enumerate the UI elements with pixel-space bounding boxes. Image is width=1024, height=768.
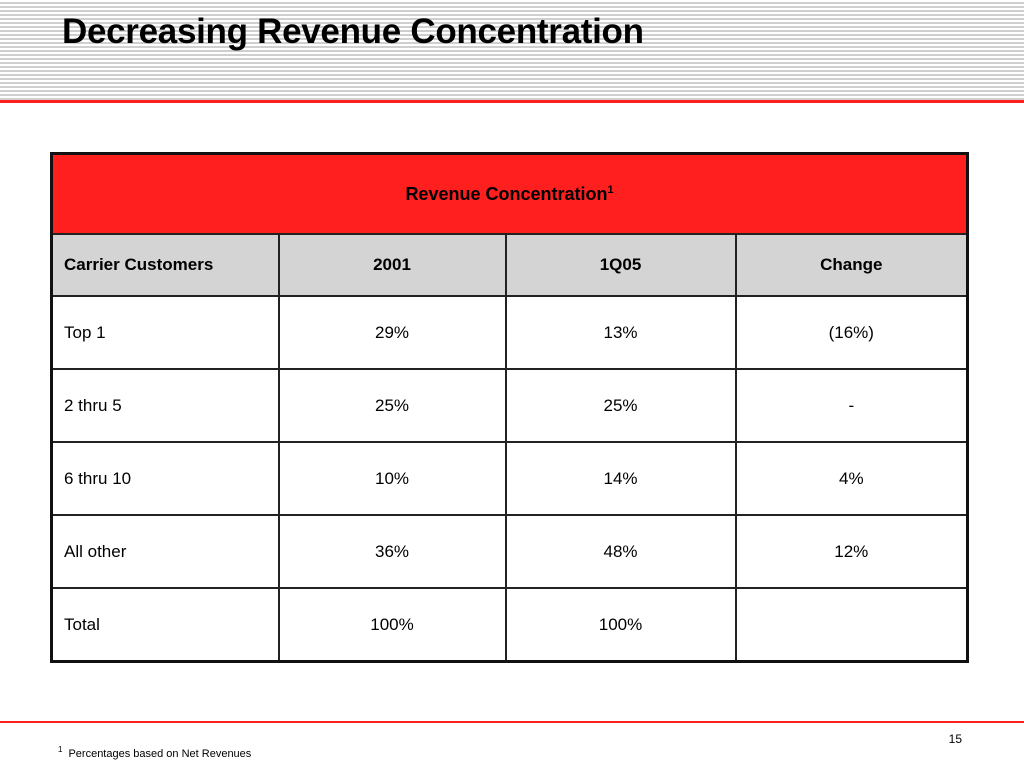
revenue-concentration-table: Revenue Concentration1 Carrier Customers… [50, 152, 970, 663]
table-row: All other 36% 48% 12% [50, 514, 969, 589]
table-caption-footnote-marker: 1 [607, 183, 614, 196]
cell-1q05: 13% [504, 295, 737, 370]
cell-2001: 100% [277, 587, 507, 663]
row-label: All other [50, 514, 280, 589]
page-number: 15 [948, 732, 962, 746]
cell-change: (16%) [734, 295, 969, 370]
table-header-row: Carrier Customers 2001 1Q05 Change [50, 233, 969, 297]
table-row: 6 thru 10 10% 14% 4% [50, 441, 969, 516]
column-header-2001: 2001 [277, 233, 507, 297]
row-label: Total [50, 587, 280, 663]
cell-change: 4% [734, 441, 969, 516]
column-header-1q05: 1Q05 [504, 233, 737, 297]
column-header-change: Change [734, 233, 969, 297]
cell-2001: 25% [277, 368, 507, 443]
cell-2001: 36% [277, 514, 507, 589]
footnote: 1 Percentages based on Net Revenues [58, 745, 252, 760]
table-row: 2 thru 5 25% 25% - [50, 368, 969, 443]
cell-1q05: 48% [504, 514, 737, 589]
cell-change: - [734, 368, 969, 443]
table-caption-text: Revenue Concentration [405, 183, 608, 204]
column-header-carrier-customers: Carrier Customers [50, 233, 280, 297]
cell-change: 12% [734, 514, 969, 589]
cell-2001: 10% [277, 441, 507, 516]
cell-1q05: 14% [504, 441, 737, 516]
cell-1q05: 25% [504, 368, 737, 443]
header-divider [0, 100, 1024, 103]
table-row: Total 100% 100% [50, 587, 969, 663]
table-row: Top 1 29% 13% (16%) [50, 295, 969, 370]
footnote-text: Percentages based on Net Revenues [68, 748, 252, 760]
row-label: 2 thru 5 [50, 368, 280, 443]
footnote-marker: 1 [58, 745, 63, 755]
cell-2001: 29% [277, 295, 507, 370]
row-label: Top 1 [50, 295, 280, 370]
header-stripe-band [0, 0, 1024, 100]
table-caption: Revenue Concentration1 [50, 152, 969, 235]
row-label: 6 thru 10 [50, 441, 280, 516]
cell-1q05: 100% [504, 587, 737, 663]
slide-title: Decreasing Revenue Concentration [62, 12, 644, 51]
cell-change [734, 587, 969, 663]
footer-divider [0, 721, 1024, 723]
table-caption-row: Revenue Concentration1 [50, 152, 969, 235]
